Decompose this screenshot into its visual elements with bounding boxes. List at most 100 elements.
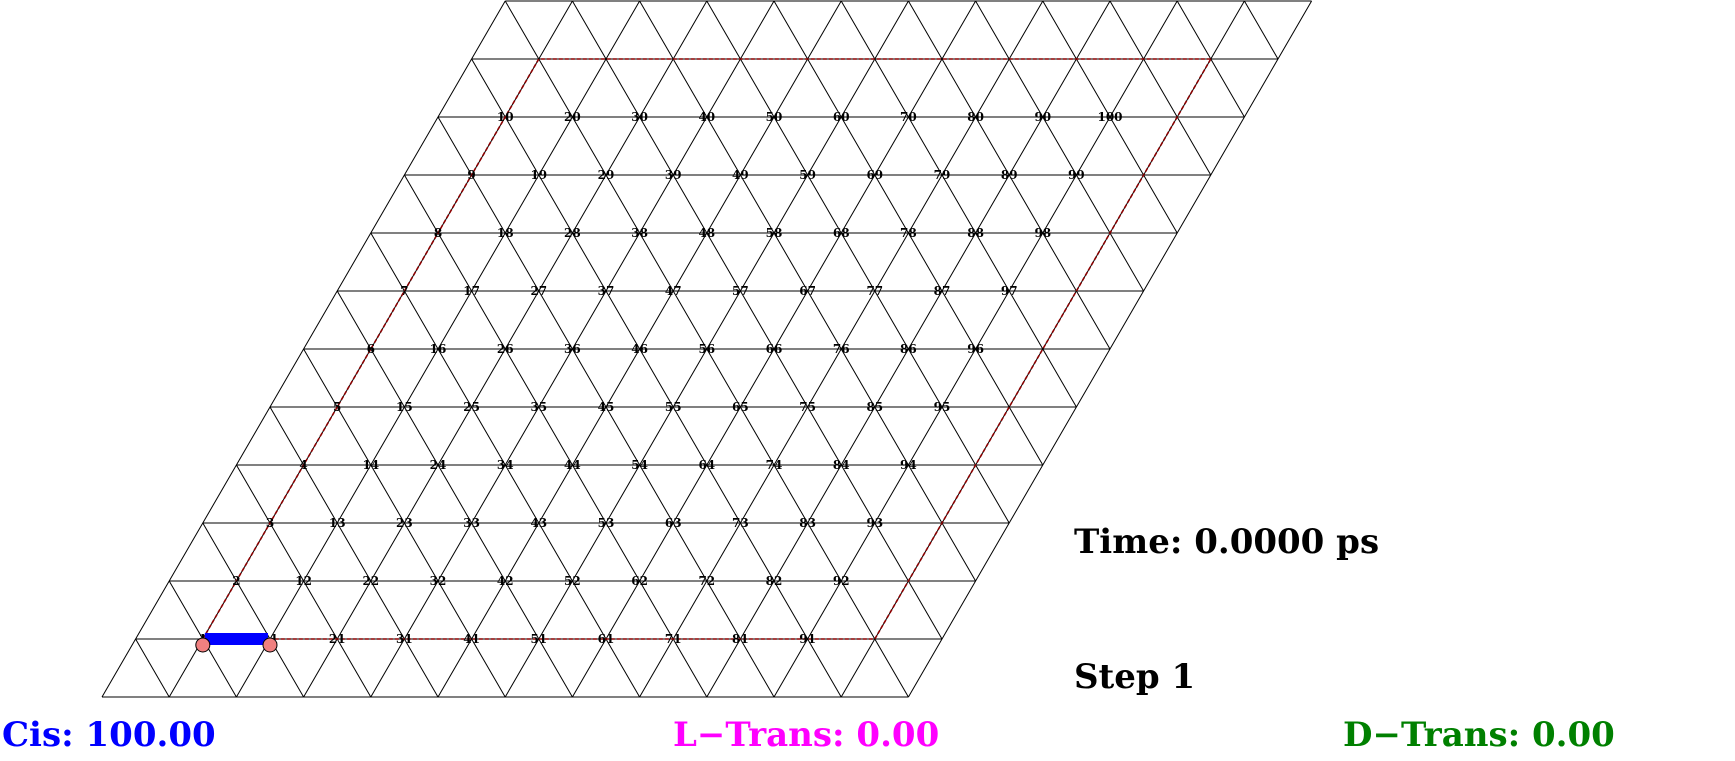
- node-label: 86: [900, 342, 917, 356]
- node-label: 72: [698, 574, 715, 588]
- node-label: 14: [362, 458, 379, 472]
- node-label: 73: [732, 516, 749, 530]
- node-label: 69: [866, 168, 883, 182]
- node-label: 67: [799, 284, 816, 298]
- node-label: 91: [799, 632, 816, 646]
- node-label: 95: [934, 400, 951, 414]
- node-label: 42: [497, 574, 514, 588]
- node-label: 61: [598, 632, 615, 646]
- grid-line: [773, 0, 1044, 466]
- node-label: 71: [665, 632, 682, 646]
- node-label: 5: [333, 400, 341, 414]
- node-label: 15: [396, 400, 413, 414]
- simulation-boundary: [202, 58, 1212, 640]
- node-label: 87: [934, 284, 951, 298]
- node-label: 89: [1001, 168, 1018, 182]
- node-label: 60: [833, 110, 850, 124]
- node-label: 53: [598, 516, 615, 530]
- node-label: 63: [665, 516, 682, 530]
- node-label: 54: [631, 458, 648, 472]
- grid-line: [571, 0, 943, 640]
- node-label: 22: [362, 574, 379, 588]
- node-label: 40: [698, 110, 715, 124]
- cis-percentage: Cis: 100.00: [2, 715, 216, 755]
- node-label: 88: [967, 226, 984, 240]
- node-label: 80: [967, 110, 984, 124]
- grid-line: [840, 0, 1077, 408]
- node-label: 52: [564, 574, 581, 588]
- node-label: 70: [900, 110, 917, 124]
- node-label: 49: [732, 168, 749, 182]
- boundary-edge: [202, 58, 540, 640]
- node-label: 28: [564, 226, 581, 240]
- lattice-grid: [101, 0, 1313, 698]
- node-label: 23: [396, 516, 413, 530]
- node-label: 50: [766, 110, 783, 124]
- node-label: 20: [564, 110, 581, 124]
- node-label: 46: [631, 342, 648, 356]
- time-label: Time: 0.0000 ps: [1074, 522, 1379, 562]
- grid-line: [437, 116, 775, 698]
- node-label: 17: [463, 284, 480, 298]
- node-label: 94: [900, 458, 917, 472]
- grid-line: [471, 58, 842, 698]
- molecule-atom: [262, 637, 278, 653]
- node-label: 35: [530, 400, 547, 414]
- node-label: 31: [396, 632, 413, 646]
- node-labels: 1112131415161718191212223242526272829231…: [199, 110, 1123, 646]
- node-label: 48: [698, 226, 715, 240]
- node-label: 58: [766, 226, 783, 240]
- node-label: 21: [329, 632, 346, 646]
- molecule-bond: [204, 633, 268, 645]
- grid-line: [504, 0, 909, 698]
- node-label: 29: [598, 168, 615, 182]
- node-label: 36: [564, 342, 581, 356]
- node-label: 34: [497, 458, 514, 472]
- node-label: 79: [934, 168, 951, 182]
- node-label: 24: [430, 458, 447, 472]
- node-label: 98: [1034, 226, 1051, 240]
- grid-line: [135, 638, 170, 698]
- node-label: 62: [631, 574, 648, 588]
- grid-line: [1109, 0, 1212, 176]
- node-label: 4: [299, 458, 307, 472]
- grid-line: [639, 0, 977, 582]
- step-label: Step 1: [1074, 657, 1195, 697]
- grid-line: [336, 290, 573, 698]
- node-label: 27: [530, 284, 547, 298]
- node-label: 44: [564, 458, 581, 472]
- molecule-atom: [195, 637, 211, 653]
- node-label: 83: [799, 516, 816, 530]
- grid-line: [975, 0, 1145, 292]
- grid-line: [1042, 0, 1178, 234]
- node-label: 30: [631, 110, 648, 124]
- node-label: 99: [1068, 168, 1085, 182]
- node-label: 6: [367, 342, 375, 356]
- node-label: 97: [1001, 284, 1018, 298]
- node-label: 12: [295, 574, 312, 588]
- node-label: 16: [430, 342, 447, 356]
- node-label: 66: [766, 342, 783, 356]
- node-label: 75: [799, 400, 816, 414]
- node-label: 26: [497, 342, 514, 356]
- d-trans-percentage: D−Trans: 0.00: [1343, 715, 1615, 755]
- grid-line: [235, 464, 372, 698]
- grid-line: [706, 0, 1010, 524]
- node-label: 68: [833, 226, 850, 240]
- node-label: 92: [833, 574, 850, 588]
- node-label: 39: [665, 168, 682, 182]
- node-label: 81: [732, 632, 749, 646]
- node-label: 47: [665, 284, 682, 298]
- boundary-edge: [874, 58, 1212, 640]
- node-label: 3: [266, 516, 274, 530]
- node-label: 41: [463, 632, 480, 646]
- node-label: 90: [1034, 110, 1051, 124]
- node-label: 8: [434, 226, 442, 240]
- node-label: 93: [866, 516, 883, 530]
- grid-line: [269, 406, 439, 698]
- node-label: 57: [732, 284, 749, 298]
- node-label: 7: [400, 284, 408, 298]
- node-label: 55: [665, 400, 682, 414]
- grid-line: [403, 174, 708, 698]
